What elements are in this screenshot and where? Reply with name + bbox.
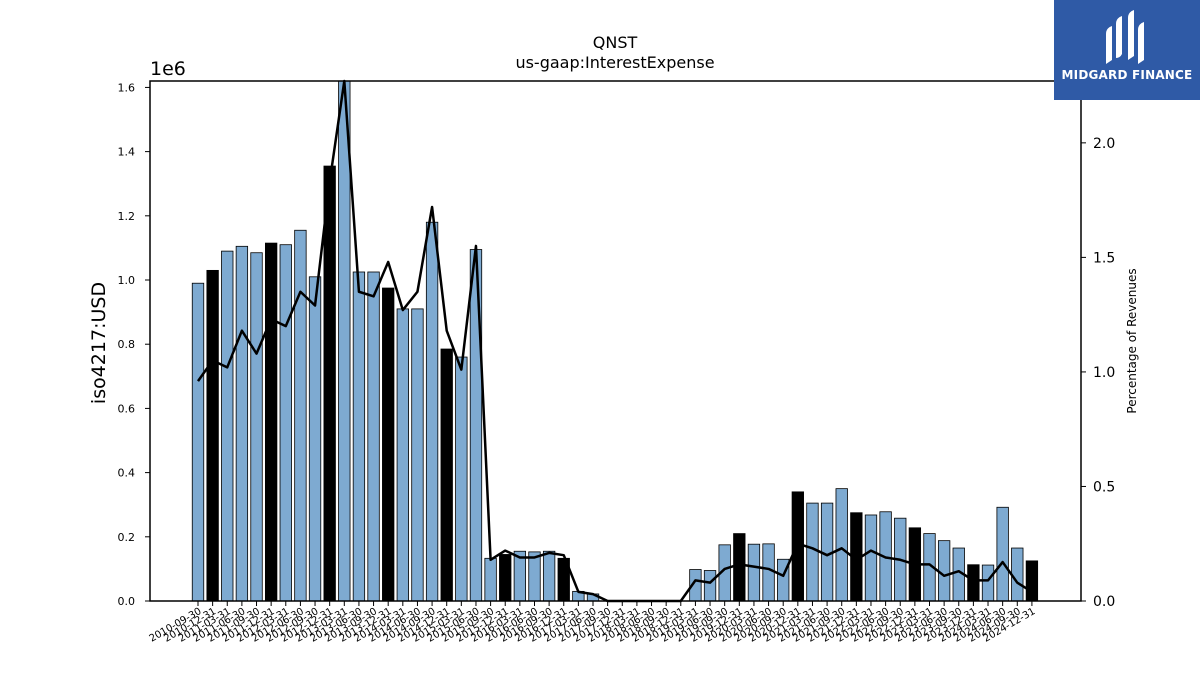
bar-2011-03-31 [221, 250, 234, 602]
bar-2012-09-30 [308, 276, 322, 602]
bar-2016-06-30 [528, 551, 541, 602]
y2-tick-label: 1.0 [1093, 365, 1115, 381]
bar-2011-09-30 [250, 252, 263, 602]
bar-2012-03-31 [279, 244, 292, 602]
bar-2015-09-30 [484, 557, 497, 602]
bar-2015-06-30 [469, 249, 483, 602]
y-tick-label: 0.6 [118, 402, 136, 415]
percentage-series-line [196, 79, 1033, 603]
y-axis-label: iso4217:USD [88, 282, 110, 404]
y-scale-label: 1e6 [150, 58, 186, 80]
bar-2021-03-31 [806, 502, 819, 602]
bar-2023-12-31 [967, 564, 980, 602]
bar-2014-09-30 [425, 221, 439, 602]
brand-logo: MIDGARD FINANCE [1054, 0, 1200, 100]
bar-2019-06-30 [703, 570, 717, 602]
bar-2024-03-31 [981, 564, 995, 602]
bar-2010-09-30 [191, 282, 205, 602]
bar-2015-03-31 [455, 356, 468, 602]
bar-2016-09-30 [542, 550, 556, 602]
bar-2015-12-31 [499, 554, 512, 602]
y2-tick-label: 0.5 [1093, 479, 1115, 495]
y2-axis-label: Percentage of Revenues [1125, 268, 1139, 413]
bar-2013-03-31 [338, 80, 351, 602]
bar-2013-12-31 [382, 287, 395, 602]
bar-2014-06-30 [411, 308, 424, 602]
percentage-line [196, 79, 1033, 603]
bar-2014-12-31 [440, 348, 453, 602]
bar-2024-06-30 [996, 506, 1009, 602]
bar-2012-06-30 [294, 229, 307, 602]
bar-2011-12-31 [264, 242, 278, 602]
bar-2011-06-30 [235, 245, 249, 602]
chart-title: QNST [593, 33, 638, 52]
y-tick-label: 0.0 [118, 595, 136, 608]
y-tick-label: 0.8 [118, 338, 136, 351]
plot-frame [149, 80, 1082, 602]
logo-text: MIDGARD FINANCE [1061, 68, 1193, 82]
y2-tick-label: 2.0 [1093, 136, 1115, 152]
bar-2024-12-31 [1025, 560, 1039, 602]
y-tick-label: 1.0 [118, 274, 136, 287]
y2-tick-label: 0.0 [1093, 594, 1115, 610]
y-tick-label: 0.4 [118, 467, 136, 480]
midgard-logo-icon [1106, 10, 1144, 64]
bar-2020-06-30 [762, 543, 775, 602]
y2-tick-label: 1.5 [1093, 250, 1115, 266]
bar-2019-12-31 [733, 533, 746, 602]
bar-2013-06-30 [352, 271, 366, 602]
bar-2014-03-31 [396, 308, 409, 602]
bar-2021-09-30 [835, 488, 848, 602]
bar-2013-09-30 [367, 271, 380, 602]
y-tick-label: 1.6 [118, 81, 136, 94]
bars [191, 80, 1039, 602]
bar-2020-03-31 [747, 543, 761, 602]
bar-2010-12-31 [206, 269, 219, 602]
bar-2012-12-31 [323, 165, 336, 602]
y-tick-label: 1.4 [118, 146, 136, 159]
bar-2023-06-30 [937, 540, 951, 602]
axes: 0.0 0.2 0.4 0.6 0.8 1.0 1.2 1.4 1.6 0.0 0.5 1.0 1.5 2… [118, 80, 1115, 645]
y-tick-label: 1.2 [118, 210, 136, 223]
bar-2022-03-31 [864, 514, 878, 602]
chart-subtitle: us-gaap:InterestExpense [515, 53, 714, 72]
y-tick-label: 0.2 [118, 531, 136, 544]
bar-2024-09-30 [1011, 547, 1024, 602]
